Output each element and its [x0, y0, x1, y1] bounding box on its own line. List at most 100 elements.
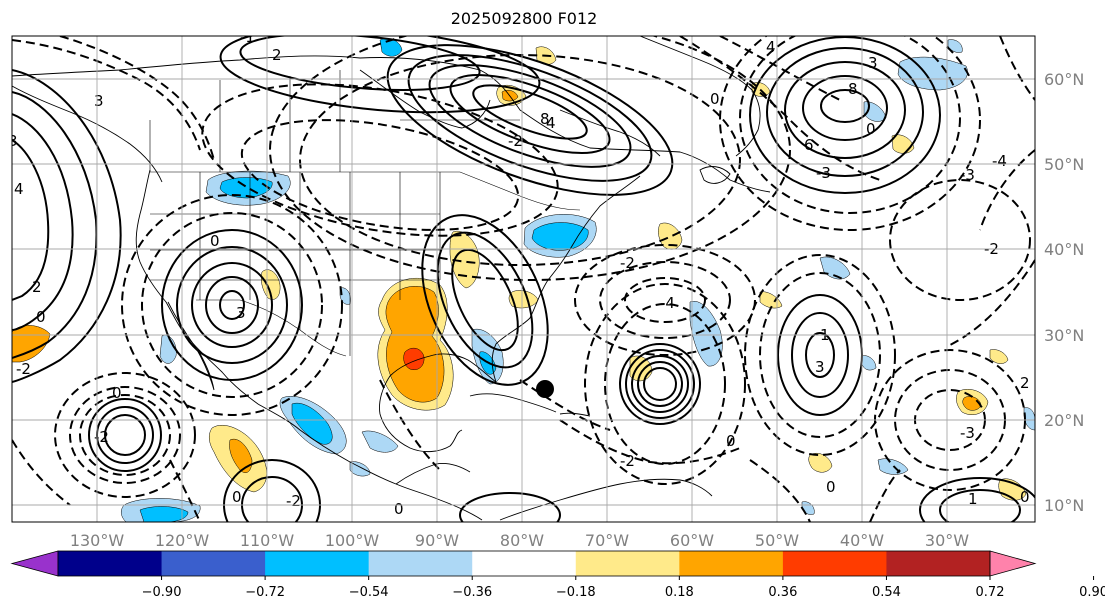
contour-line — [889, 179, 1031, 301]
lon-label: 70°W — [585, 531, 629, 550]
contour-label: 3 — [236, 304, 246, 322]
shade-patch — [962, 396, 982, 411]
contour-line — [54, 372, 196, 498]
contour-line — [939, 489, 1021, 522]
contour-label: 4 — [766, 38, 776, 56]
contour-line — [299, 54, 741, 266]
contour-label: -2 — [620, 254, 635, 272]
contour-line — [240, 119, 520, 231]
contour-line — [791, 312, 849, 398]
contour-label: -2 — [620, 452, 635, 470]
province-borders — [149, 70, 520, 172]
contour-line — [12, 113, 74, 331]
contour-line — [949, 259, 1035, 346]
contour-label: -2 — [94, 428, 109, 446]
contour-line — [574, 244, 756, 356]
contour-line — [449, 74, 611, 154]
contour-line — [12, 439, 71, 506]
contour-line — [386, 44, 674, 196]
contour-label: 0 — [210, 232, 220, 250]
contour-line — [766, 47, 924, 177]
contour-line — [428, 64, 632, 168]
shade-patch — [989, 349, 1009, 364]
contour-line — [719, 36, 841, 101]
colorbar-segment — [161, 551, 266, 576]
lat-label: 10°N — [1044, 496, 1084, 515]
contour-line — [451, 248, 519, 352]
coastline-west-us — [135, 169, 483, 521]
map-frame — [11, 35, 1036, 523]
contour-line — [79, 394, 171, 476]
lon-label: 80°W — [500, 531, 544, 550]
contour-line — [679, 36, 881, 181]
contour-line — [219, 290, 245, 320]
lon-label: 40°W — [840, 531, 884, 550]
coastline-greenland — [639, 36, 761, 157]
shade-patch — [139, 506, 189, 522]
contour-label: 0 — [232, 488, 242, 506]
colorbar-segment — [368, 551, 473, 576]
contour-label: -4 — [992, 152, 1007, 170]
map-title: 2025092800 F012 — [450, 9, 598, 28]
contour-label: 3 — [868, 54, 878, 72]
contour-label: 1 — [968, 490, 978, 508]
colorbar-tick-label: −0.54 — [349, 585, 389, 600]
colorbar-tick-label: −0.72 — [245, 585, 285, 600]
colorbar-segment — [58, 551, 163, 576]
contour-label: 3 — [8, 132, 18, 150]
shade-patch — [759, 291, 783, 309]
coastline-cuba — [469, 393, 557, 413]
colorbar-segment — [265, 551, 370, 576]
shade-patch — [385, 286, 445, 403]
lat-label: 50°N — [1044, 155, 1084, 174]
lon-label: 120°W — [155, 531, 210, 550]
contour-label: -2 — [508, 132, 523, 150]
contour-line — [407, 54, 653, 182]
lat-label: 20°N — [1044, 411, 1084, 430]
contour-line — [12, 39, 201, 151]
contour-label: 0 — [36, 308, 46, 326]
contour-label: 8 — [848, 80, 858, 98]
contour-label: 0 — [866, 120, 876, 138]
gridlines — [12, 36, 1035, 522]
colorbar-tick-label: 0.18 — [665, 585, 694, 600]
contour-label: -3 — [960, 424, 975, 442]
colorbar-segment — [472, 551, 577, 576]
contour-line — [472, 84, 588, 140]
contour-line — [869, 469, 901, 522]
contour-label: 2 — [32, 278, 42, 296]
lon-label: 60°W — [670, 531, 714, 550]
contour-line — [584, 283, 746, 485]
coastline-alaska — [12, 85, 163, 183]
contour-line — [59, 36, 215, 161]
shade-patch — [861, 355, 877, 371]
lon-label: 130°W — [70, 531, 125, 550]
colorbar-extend-high — [989, 550, 1037, 577]
lon-label: 30°W — [925, 531, 969, 550]
lat-label: 30°N — [1044, 326, 1084, 345]
colorbar-tick-label: 0.36 — [768, 585, 797, 600]
contour-line — [759, 272, 881, 438]
shade-patch — [219, 177, 273, 199]
lon-label: 100°W — [325, 531, 380, 550]
contour-label: -4 — [660, 294, 675, 312]
contour-label: 2 — [1020, 374, 1030, 392]
contour-line — [121, 194, 343, 416]
contour-line — [637, 361, 683, 407]
contour-line — [631, 355, 689, 413]
contour-label: 0 — [710, 90, 720, 108]
contour-line — [999, 36, 1035, 101]
shade-patch — [349, 461, 371, 477]
contour-line — [919, 477, 1035, 522]
lat-label: 40°N — [1044, 240, 1084, 259]
contour-label: -1 — [240, 28, 255, 46]
contour-line — [820, 89, 870, 123]
shade-patch — [291, 402, 333, 445]
contour-line — [749, 459, 811, 522]
contour-label: 0 — [394, 500, 404, 518]
shade-patch — [449, 230, 480, 289]
contour-label: -2 — [286, 492, 301, 510]
contour-line — [88, 398, 162, 472]
contour-line — [169, 459, 201, 522]
